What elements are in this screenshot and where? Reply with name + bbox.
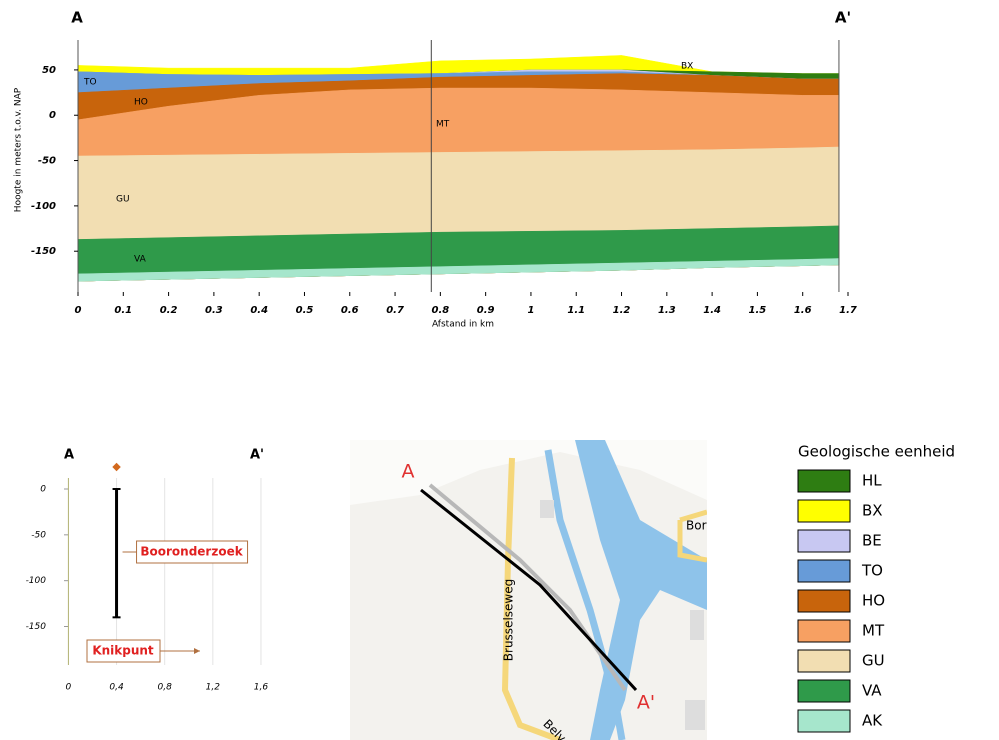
borehole-marker: [112, 462, 121, 472]
x-tick-label: 1.6: [794, 305, 812, 316]
map-label: A': [637, 692, 655, 714]
legend-label: HL: [862, 472, 882, 490]
layer-label: GU: [116, 195, 130, 205]
legend-swatch: [797, 709, 851, 733]
legend-title: Geologische eenheid: [798, 443, 955, 461]
x-tick-label: 0.4: [250, 305, 268, 316]
legend-swatch: [797, 469, 851, 493]
road: [677, 509, 707, 563]
y-tick-label: -150: [31, 246, 56, 257]
callout-label: Booronderzoek: [140, 545, 243, 559]
legend-label: AK: [862, 712, 883, 730]
end-label: A': [835, 9, 851, 27]
x-tick-label: 0,4: [109, 683, 124, 693]
layer-label: HO: [134, 98, 148, 108]
x-tick-label: 0.2: [160, 305, 178, 316]
x-tick-label: 1.1: [567, 305, 585, 316]
y-axis-label: Hoogte in meters t.o.v. NAP: [14, 87, 24, 212]
canal: [544, 449, 626, 740]
y-tick-label: -50: [38, 156, 56, 167]
legend-swatch: [797, 559, 851, 583]
map-label: Brusselseweg: [502, 579, 516, 661]
y-tick-label: 0: [40, 485, 46, 495]
y-tick-label: -150: [26, 622, 47, 632]
legend-label: BX: [862, 502, 883, 520]
x-tick-label: 1,2: [206, 683, 221, 693]
legend-swatch: [797, 499, 851, 523]
x-tick-label: 0.5: [296, 305, 314, 316]
end-label: A: [64, 448, 74, 463]
map-label: A: [402, 461, 415, 483]
legend-label: GU: [862, 652, 885, 670]
x-tick-label: 0.3: [205, 305, 223, 316]
legend-label: HO: [862, 592, 885, 610]
x-tick-label: 1,6: [254, 683, 269, 693]
end-label: A: [71, 9, 83, 27]
legend-swatch: [797, 679, 851, 703]
legend-label: VA: [862, 682, 882, 700]
x-axis-label: Afstand in km: [432, 320, 494, 330]
y-tick-label: 0: [49, 110, 56, 121]
x-tick-label: 0.8: [431, 305, 449, 316]
x-tick-label: 0: [66, 683, 72, 693]
x-tick-label: 1.5: [749, 305, 767, 316]
section-line: [420, 488, 638, 692]
y-tick-label: -50: [31, 530, 46, 540]
y-tick-label: 50: [42, 65, 56, 76]
callout-label: Knikpunt: [92, 644, 154, 658]
layer-label: TO: [83, 78, 97, 88]
x-tick-label: 1: [527, 305, 534, 316]
building: [690, 610, 704, 640]
building: [685, 700, 705, 730]
end-label: A': [250, 448, 264, 463]
map: A A' Brusselseweg Bor Belv: [350, 440, 707, 740]
layer-label: BX: [681, 62, 693, 72]
x-tick-label: 1.7: [839, 305, 857, 316]
x-tick-label: 1.3: [658, 305, 676, 316]
x-tick-label: 1.4: [703, 305, 721, 316]
x-tick-label: 1.2: [613, 305, 631, 316]
x-tick-label: 0: [75, 305, 82, 316]
map-land: [350, 440, 707, 505]
layer-label: VA: [134, 255, 147, 265]
legend-swatch: [797, 529, 851, 553]
callout-box: [136, 540, 249, 564]
x-tick-label: 0.6: [341, 305, 359, 316]
x-tick-label: 0.7: [386, 305, 404, 316]
x-tick-label: 0.1: [114, 305, 132, 316]
legend-swatch: [797, 619, 851, 643]
x-tick-label: 0,8: [158, 683, 173, 693]
y-tick-label: -100: [31, 201, 56, 212]
building: [540, 500, 554, 518]
arrow-head: [194, 648, 200, 654]
legend-swatch: [797, 649, 851, 673]
legend-label: BE: [862, 532, 882, 550]
x-tick-label: 0.9: [477, 305, 495, 316]
map-label: Bor: [686, 519, 707, 533]
legend-label: MT: [862, 622, 885, 640]
legend-swatch: [797, 589, 851, 613]
road: [501, 457, 562, 740]
layer-label: MT: [436, 120, 450, 130]
legend-label: TO: [861, 562, 883, 580]
y-tick-label: -100: [26, 576, 47, 586]
